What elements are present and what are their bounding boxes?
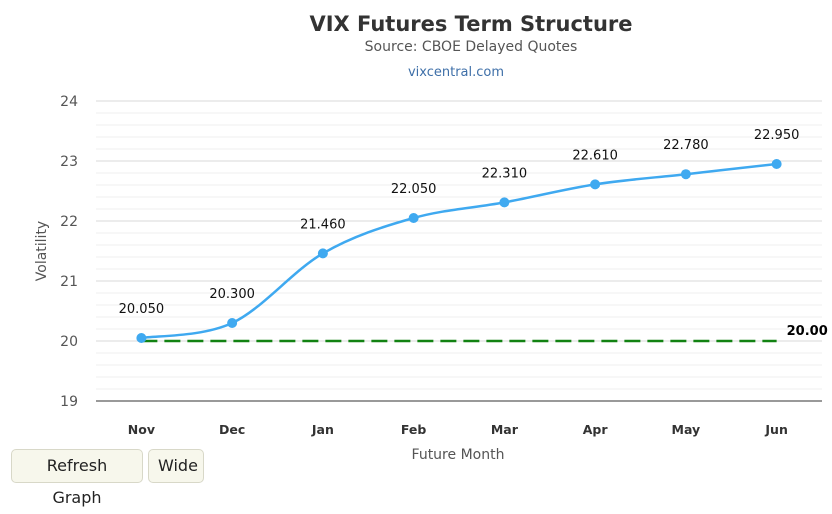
data-label: 20.050 bbox=[119, 302, 165, 317]
chart-title: VIX Futures Term Structure bbox=[309, 12, 632, 36]
reference-line-label: 20.00 bbox=[787, 324, 828, 339]
x-tick-label: May bbox=[672, 422, 701, 437]
y-axis-label: Volatility bbox=[34, 221, 50, 281]
y-axis-tick-labels: 19 20 21 22 23 24 bbox=[60, 94, 78, 410]
x-tick-label: Apr bbox=[583, 422, 609, 437]
data-label: 21.460 bbox=[300, 217, 346, 232]
refresh-graph-button[interactable]: Refresh Graph bbox=[11, 449, 143, 507]
data-points bbox=[136, 159, 782, 343]
y-tick-label: 23 bbox=[60, 154, 78, 170]
data-point bbox=[499, 197, 510, 208]
data-point bbox=[771, 159, 782, 169]
x-tick-label: Nov bbox=[128, 422, 155, 437]
y-tick-label: 21 bbox=[60, 274, 78, 290]
data-point bbox=[317, 248, 328, 259]
data-point bbox=[408, 213, 419, 223]
y-tick-label: 19 bbox=[60, 394, 78, 410]
data-point bbox=[136, 333, 147, 343]
data-point bbox=[680, 169, 691, 180]
x-axis-label: Future Month bbox=[412, 447, 505, 463]
data-point bbox=[227, 318, 238, 328]
data-label: 22.780 bbox=[663, 138, 709, 153]
x-tick-label: Jun bbox=[764, 422, 787, 437]
x-tick-label: Dec bbox=[219, 422, 245, 437]
y-tick-label: 20 bbox=[60, 334, 78, 350]
data-labels: 20.050 20.300 21.460 22.050 22.310 22.610 22.7… bbox=[119, 128, 800, 317]
x-axis-tick-labels: Nov Dec Jan Feb Mar Apr May Jun bbox=[128, 422, 788, 437]
chart-subtitle: Source: CBOE Delayed Quotes bbox=[365, 39, 578, 55]
data-label: 20.300 bbox=[209, 287, 255, 302]
term-structure-chart: VIX Futures Term Structure Source: CBOE … bbox=[34, 12, 828, 463]
y-tick-label: 24 bbox=[60, 94, 78, 110]
x-tick-label: Feb bbox=[401, 422, 427, 437]
wide-button[interactable]: Wide bbox=[148, 449, 204, 483]
x-tick-label: Jan bbox=[311, 422, 334, 437]
y-tick-label: 22 bbox=[60, 214, 78, 230]
data-label: 22.610 bbox=[572, 148, 618, 163]
data-label: 22.950 bbox=[754, 128, 800, 143]
minor-gridlines bbox=[96, 112, 822, 390]
chart-credit-link[interactable]: vixcentral.com bbox=[408, 65, 504, 80]
data-label: 22.310 bbox=[482, 166, 528, 181]
data-label: 22.050 bbox=[391, 182, 437, 197]
series-line bbox=[141, 162, 777, 340]
data-point bbox=[590, 179, 601, 190]
x-tick-label: Mar bbox=[491, 422, 519, 437]
